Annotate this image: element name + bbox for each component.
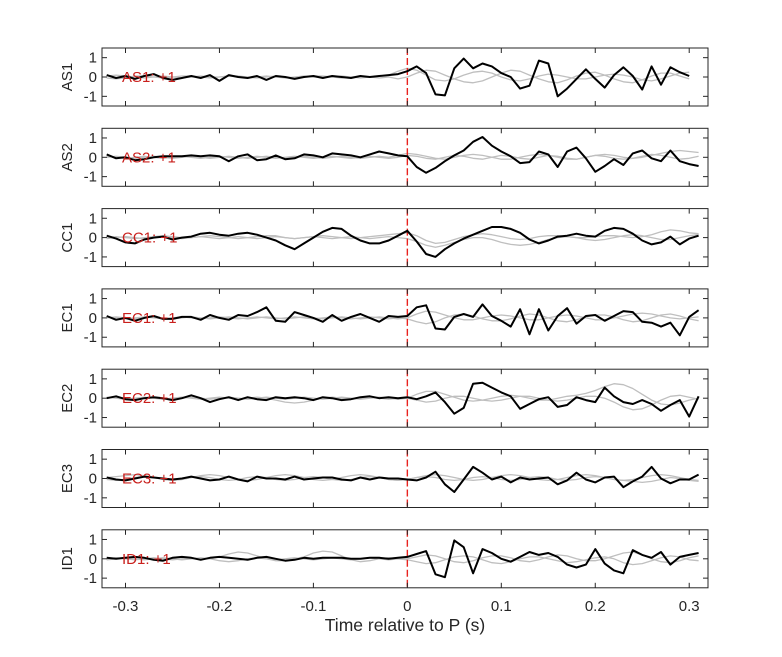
y-tick-label: -1: [84, 169, 97, 186]
main-trace: [106, 136, 699, 174]
main-trace: [106, 539, 699, 579]
panel-ylabel: EC1: [59, 303, 76, 332]
panel-ec1: 1 0 -1 EC1 EC1: +1: [59, 288, 709, 348]
y-tick-label: 0: [89, 69, 97, 86]
y-tick-label: 0: [89, 149, 97, 166]
x-axis: -0.3 -0.2 -0.1 0 0.1 0.2 0.3: [113, 598, 700, 615]
panel-ylabel: EC2: [59, 384, 76, 413]
background-trace: [106, 383, 699, 406]
panel-station-label: EC3: +1: [122, 471, 177, 488]
x-tick-label: -0.3: [113, 598, 139, 615]
x-tick-label: -0.1: [300, 598, 326, 615]
y-tick-label: -1: [84, 88, 97, 105]
panel-traces: [106, 48, 690, 106]
x-axis-label: Time relative to P (s): [325, 615, 485, 635]
panel-traces: [106, 128, 699, 187]
y-tick-label: 0: [89, 551, 97, 568]
panel-ec2: 1 0 -1 EC2 EC2: +1: [59, 368, 709, 428]
y-tick-label: -1: [84, 490, 97, 507]
panel-ylabel: AS2: [59, 143, 76, 171]
y-tick-label: 1: [89, 130, 97, 147]
y-tick-label: 0: [89, 310, 97, 327]
y-tick-label: 1: [89, 451, 97, 468]
x-tick-label: 0.3: [679, 598, 700, 615]
panel-traces: [106, 369, 700, 428]
x-tick-label: 0.2: [585, 598, 606, 615]
panel-ylabel: EC3: [59, 464, 76, 493]
y-tick-label: 1: [89, 371, 97, 388]
y-tick-label: -1: [84, 410, 97, 427]
y-tick-label: 0: [89, 390, 97, 407]
panel-station-label: ID1: +1: [122, 551, 171, 568]
x-tick-label: 0.1: [491, 598, 512, 615]
x-tick-label: -0.2: [207, 598, 233, 615]
panel-id1: 1 0 -1 ID1 ID1: +1: [59, 529, 709, 589]
main-trace: [106, 381, 700, 418]
main-trace: [106, 226, 699, 258]
panel-ec3: 1 0 -1 EC3 EC3: +1: [59, 449, 709, 508]
y-tick-label: -1: [84, 570, 97, 587]
panel-station-label: CC1: +1: [122, 230, 177, 247]
y-tick-label: 1: [89, 50, 97, 67]
panel-ylabel: ID1: [59, 547, 76, 570]
x-tick-label: 0: [403, 598, 411, 615]
panel-traces: [106, 449, 700, 508]
main-trace: [106, 303, 700, 337]
main-trace: [106, 465, 700, 493]
panel-station-label: EC1: +1: [122, 310, 177, 327]
main-trace: [106, 57, 690, 98]
panel-as1: 1 0 -1 AS1 AS1: +1: [59, 47, 709, 107]
panel-station-label: AS2: +1: [122, 149, 176, 166]
panel-as2: 1 0 -1 AS2 AS2: +1: [59, 127, 709, 187]
y-tick-label: -1: [84, 249, 97, 266]
panel-cc1: 1 0 -1 CC1 CC1: +1: [59, 208, 709, 268]
y-tick-label: 1: [89, 531, 97, 548]
panel-traces: [106, 288, 700, 347]
y-tick-label: 1: [89, 291, 97, 308]
y-tick-label: 0: [89, 471, 97, 488]
background-trace: [106, 234, 699, 248]
panel-ylabel: CC1: [59, 223, 76, 253]
panel-station-label: EC2: +1: [122, 390, 177, 407]
panel-traces: [106, 529, 699, 588]
panel-station-label: AS1: +1: [122, 69, 176, 86]
y-tick-label: 0: [89, 230, 97, 247]
y-tick-label: -1: [84, 329, 97, 346]
y-tick-label: 1: [89, 210, 97, 227]
panel-traces: [106, 208, 699, 267]
panel-ylabel: AS1: [59, 63, 76, 91]
panel-stack: 1 0 -1 AS1 AS1: +1 1 0 -1 AS2 AS2: +1 1 0 -1 CC1 CC1: …: [59, 47, 709, 589]
